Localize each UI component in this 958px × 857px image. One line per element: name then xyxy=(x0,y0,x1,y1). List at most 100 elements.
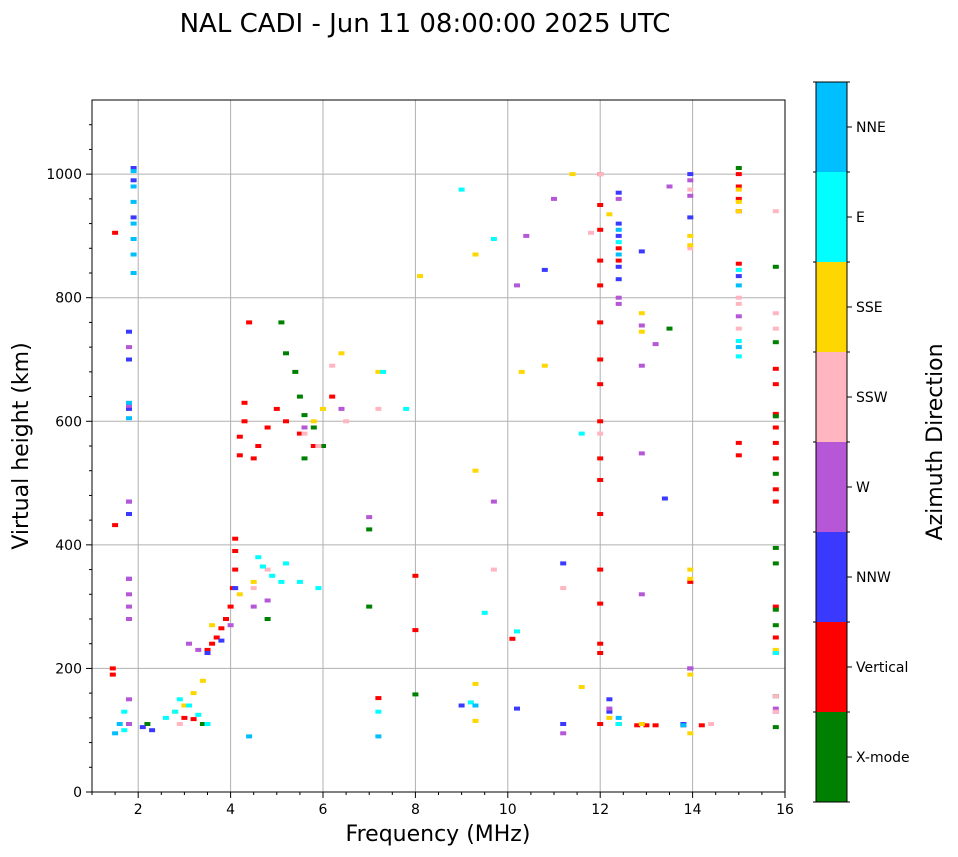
data-point xyxy=(643,723,650,728)
data-point xyxy=(615,301,622,306)
data-point xyxy=(523,233,530,238)
data-point xyxy=(250,604,257,609)
data-point xyxy=(735,301,742,306)
data-point xyxy=(490,567,497,572)
y-axis-ticks: 0 200 400 600 800 1000 xyxy=(46,124,92,801)
data-point xyxy=(264,425,271,430)
data-point xyxy=(687,233,694,238)
data-point xyxy=(597,357,604,362)
data-point xyxy=(772,647,779,652)
data-point xyxy=(687,567,694,572)
data-point xyxy=(772,471,779,476)
data-point xyxy=(236,592,243,597)
data-point xyxy=(634,723,641,728)
data-point xyxy=(772,414,779,419)
colorbar-tick-label: E xyxy=(856,210,865,226)
data-point xyxy=(518,369,525,374)
data-point xyxy=(569,172,576,177)
data-point xyxy=(772,209,779,214)
data-point xyxy=(366,527,373,532)
data-point xyxy=(597,722,604,726)
data-point xyxy=(130,169,137,174)
data-point xyxy=(772,607,779,612)
data-point xyxy=(615,221,622,226)
data-point xyxy=(264,567,271,572)
colorbar-tick-label: X-mode xyxy=(856,750,910,766)
data-point xyxy=(375,696,382,701)
data-point xyxy=(255,444,262,448)
data-point xyxy=(687,576,694,581)
data-point xyxy=(772,499,779,504)
data-point xyxy=(597,641,604,646)
data-point xyxy=(687,193,694,198)
data-point xyxy=(269,573,276,578)
data-point xyxy=(560,722,567,726)
data-point xyxy=(652,723,659,728)
data-point xyxy=(735,314,742,319)
colorbar-tick-label: SSE xyxy=(856,300,883,316)
data-point xyxy=(638,363,645,368)
colorbar-segment xyxy=(816,532,847,622)
data-point xyxy=(301,425,308,430)
data-point xyxy=(606,706,613,711)
data-point xyxy=(176,722,183,726)
data-point xyxy=(181,715,188,720)
data-point xyxy=(735,261,742,266)
data-point xyxy=(190,717,197,722)
data-point xyxy=(597,283,604,288)
data-point xyxy=(735,339,742,343)
colorbar-segment xyxy=(816,262,847,352)
data-point xyxy=(412,628,419,633)
data-point xyxy=(472,718,479,723)
data-point xyxy=(698,723,705,728)
data-point xyxy=(541,363,548,368)
data-point xyxy=(638,451,645,456)
data-point xyxy=(109,672,116,677)
data-point xyxy=(329,394,336,399)
data-point xyxy=(597,601,604,606)
data-point xyxy=(264,598,271,603)
data-point xyxy=(735,354,742,359)
data-point xyxy=(735,184,742,189)
x-axis-ticks: 2 4 6 8 10 12 14 16 xyxy=(91,792,794,818)
data-point xyxy=(283,419,289,424)
data-point xyxy=(514,629,520,634)
data-point xyxy=(130,178,137,183)
data-point xyxy=(615,240,622,245)
data-point xyxy=(615,252,622,257)
data-point xyxy=(735,326,742,331)
data-point xyxy=(772,706,779,711)
data-point xyxy=(315,444,322,448)
data-point xyxy=(735,440,742,445)
y-axis-label: Virtual height (km) xyxy=(9,342,34,549)
data-point xyxy=(638,329,645,334)
data-point xyxy=(666,326,673,331)
data-point xyxy=(186,703,192,708)
x-tick-label: 8 xyxy=(411,802,420,818)
data-point xyxy=(615,246,622,251)
data-point xyxy=(186,641,192,646)
data-point xyxy=(343,419,350,424)
data-point xyxy=(218,638,225,643)
data-point xyxy=(638,249,645,254)
data-point xyxy=(615,233,622,238)
data-point xyxy=(366,515,373,520)
x-tick-label: 16 xyxy=(776,802,794,818)
data-point xyxy=(708,722,715,726)
data-point xyxy=(490,237,497,241)
data-point xyxy=(680,723,687,728)
data-point xyxy=(380,369,387,374)
colorbar-tick-label: W xyxy=(856,480,870,496)
data-point xyxy=(560,586,567,591)
colorbar-tick-label: NNE xyxy=(856,120,886,136)
data-point xyxy=(597,203,604,207)
data-point xyxy=(301,431,308,436)
plot-frame xyxy=(91,99,786,793)
data-point xyxy=(615,295,622,300)
data-point xyxy=(278,320,285,325)
data-point xyxy=(246,734,253,739)
data-point xyxy=(597,320,604,325)
data-point xyxy=(264,617,271,621)
data-point xyxy=(130,166,137,170)
data-point xyxy=(606,715,613,720)
